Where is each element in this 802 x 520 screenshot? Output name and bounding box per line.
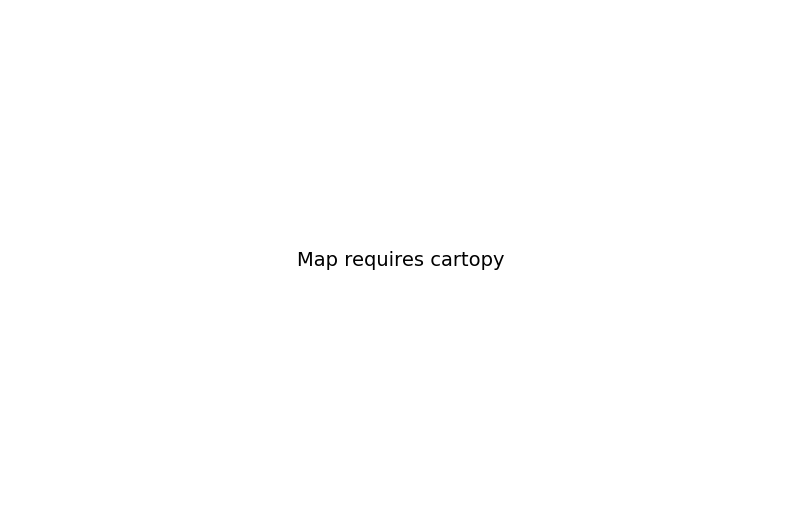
Text: Map requires cartopy: Map requires cartopy <box>298 251 504 269</box>
